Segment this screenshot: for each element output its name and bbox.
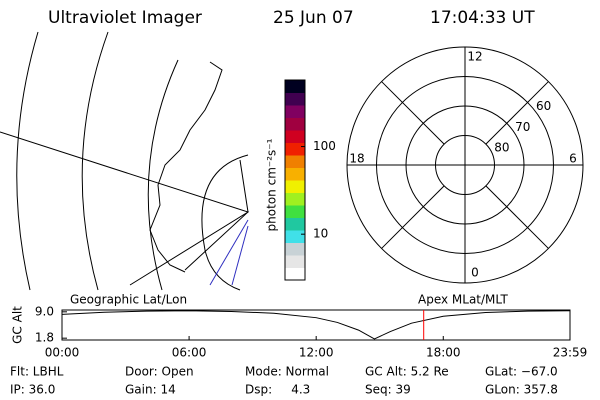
mlt-grid	[381, 81, 445, 145]
colorbar-segment	[285, 205, 305, 218]
status-field: IP: 36.0	[10, 383, 55, 397]
lat-label: 60	[536, 99, 551, 113]
colorbar-segment	[285, 130, 305, 143]
x-tick-label: 23:59	[553, 346, 588, 360]
colorbar-segment	[285, 267, 305, 281]
colorbar-frame	[284, 79, 306, 281]
x-tick-label: 18:00	[426, 346, 461, 360]
plot-frame	[61, 309, 571, 341]
mlt-label: 0	[471, 266, 479, 280]
colorbar-segment	[285, 92, 305, 106]
status-field: Dsp: 4.3	[245, 383, 310, 397]
x-tick-label: 12:00	[299, 346, 334, 360]
coastline	[149, 61, 223, 273]
altitude-line	[61, 310, 571, 340]
status-field: GLon: 357.8	[485, 383, 558, 397]
status-field: GC Alt: 5.2 Re	[365, 365, 449, 379]
mlt-grid	[381, 185, 445, 249]
date: 25 Jun 07	[273, 8, 354, 28]
status-field: Seq: 39	[365, 383, 411, 397]
colorbar-segment	[285, 242, 305, 256]
lat-circle	[201, 154, 249, 291]
status-field: Gain: 14	[125, 383, 176, 397]
status-field: GLat: −67.0	[485, 365, 558, 379]
lat-label: 70	[515, 120, 530, 134]
lat-circle	[81, 31, 109, 291]
y-axis-label: GC Alt	[11, 306, 25, 344]
colorbar-segment	[285, 217, 305, 231]
colorbar-tick-label: 10	[313, 227, 328, 241]
lat-circle	[147, 59, 179, 291]
mlt-label: 12	[467, 50, 482, 64]
status-field: Flt: LBHL	[10, 365, 64, 379]
colorbar-segment	[285, 192, 305, 206]
status-field: Mode: Normal	[245, 365, 329, 379]
colorbar-label: photon cm⁻²s⁻¹	[265, 138, 279, 231]
colorbar-segment	[285, 80, 305, 93]
x-tick-label: 06:00	[172, 346, 207, 360]
mlt-label: 18	[349, 152, 364, 166]
lat-label: 80	[494, 141, 509, 155]
meridian	[0, 131, 250, 286]
left-label: Geographic Lat/Lon	[70, 293, 187, 307]
status-field: Door: Open	[125, 365, 194, 379]
map	[0, 31, 250, 291]
colorbar-segment	[285, 105, 305, 118]
colorbar-segment	[285, 180, 305, 193]
y-tick-label: 1.8	[35, 331, 54, 345]
colorbar-segment	[285, 167, 305, 181]
colorbar-segment	[285, 117, 305, 131]
mlt-grid	[485, 185, 549, 249]
mlt-label: 6	[569, 152, 577, 166]
colorbar-segment	[285, 255, 305, 268]
lat-circle	[16, 31, 39, 291]
x-tick-label: 00:00	[45, 346, 80, 360]
title: Ultraviolet Imager	[48, 8, 202, 28]
y-tick-label: 9.0	[35, 304, 54, 318]
colorbar-tick-label: 100	[313, 139, 336, 153]
colorbar-segment	[285, 155, 305, 168]
time: 17:04:33 UT	[430, 8, 535, 28]
mlt-grid	[485, 81, 549, 145]
colorbar-segment	[285, 230, 305, 243]
meridian	[184, 159, 249, 271]
colorbar-segment	[285, 142, 305, 156]
track	[209, 219, 249, 286]
right-label: Apex MLat/MLT	[418, 293, 508, 307]
